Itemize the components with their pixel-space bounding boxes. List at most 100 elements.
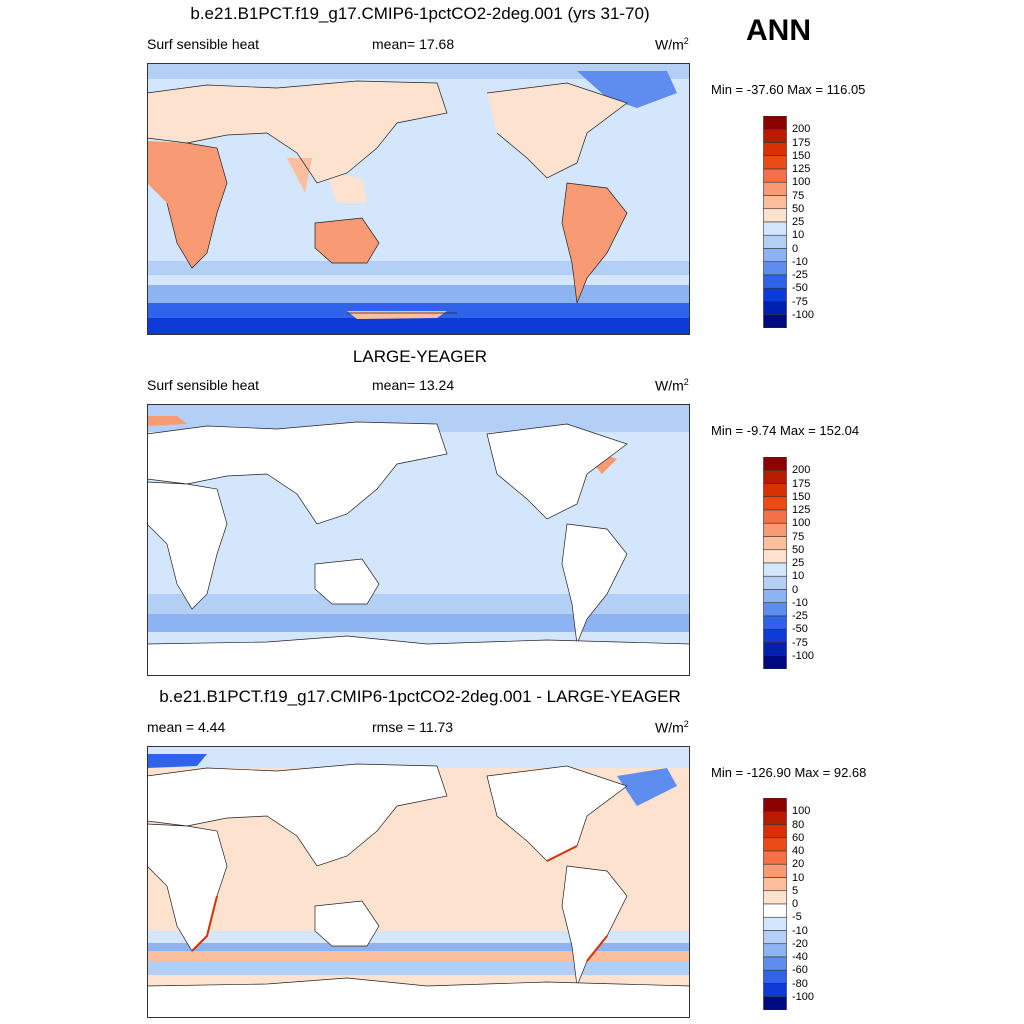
colorbar-box: [763, 562, 787, 577]
colorbar-tick-label: 150: [792, 490, 811, 503]
colorbar-box: [763, 837, 787, 852]
colorbar-box: [763, 314, 787, 329]
colorbar-box: [763, 589, 787, 604]
colorbar-box: [763, 863, 787, 878]
colorbar-tick-label: 40: [792, 845, 805, 857]
colorbar-tick-label: 25: [792, 557, 805, 569]
colorbar-box: [763, 181, 787, 196]
panel-2-minmax: Min = -9.74 Max = 152.04: [711, 423, 860, 438]
colorbar-tick-label: -50: [792, 623, 808, 636]
panel-1-units: W/m2: [655, 36, 689, 53]
panel-3-rmse-label: rmse = 11.73: [372, 719, 454, 735]
colorbar-tick-label: -75: [792, 636, 808, 649]
colorbar-box: [763, 287, 787, 302]
colorbar-box: [763, 930, 787, 945]
colorbar-box: [763, 496, 787, 511]
panel-1-mean-label: mean= 17.68: [372, 36, 455, 52]
colorbar-tick-label: -100: [792, 649, 815, 662]
panel-1-map: [147, 63, 690, 335]
colorbar-tick-label: 75: [792, 530, 805, 543]
colorbar-box: [763, 234, 787, 249]
colorbar-tick-label: -100: [792, 308, 815, 321]
colorbar-tick-label: 150: [792, 149, 811, 162]
colorbar-tick-label: -25: [792, 610, 808, 622]
colorbar-tick-label: -75: [792, 295, 808, 308]
colorbar-tick-label: 100: [792, 176, 811, 189]
colorbar-box: [763, 115, 787, 130]
panel-2-variable-label: Surf sensible heat: [147, 377, 260, 393]
colorbar-box: [763, 248, 787, 263]
panel-3-units: W/m2: [655, 719, 689, 736]
colorbar-tick-label: 50: [792, 202, 805, 215]
colorbar-box: [763, 168, 787, 183]
panel-2-mean-label: mean= 13.24: [372, 377, 455, 393]
colorbar-tick-label: 200: [792, 464, 811, 477]
colorbar-box: [763, 575, 787, 590]
panel-1-colorbar: [763, 115, 787, 329]
colorbar-tick-label: 10: [792, 871, 805, 884]
colorbar-box: [763, 221, 787, 236]
colorbar-tick-label: 5: [792, 884, 799, 897]
colorbar-box: [763, 642, 787, 657]
colorbar-box: [763, 469, 787, 484]
panel-3-minmax: Min = -126.90 Max = 92.68: [711, 765, 867, 780]
colorbar-box: [763, 195, 787, 210]
colorbar-box: [763, 850, 787, 865]
colorbar-tick-label: 0: [792, 242, 799, 255]
colorbar-box: [763, 824, 787, 839]
colorbar-tick-label: 50: [792, 543, 805, 556]
colorbar-tick-label: -5: [792, 911, 802, 924]
panel-1-title: b.e21.B1PCT.f19_g17.CMIP6-1pctCO2-2deg.0…: [190, 4, 650, 23]
colorbar-tick-label: 0: [792, 898, 799, 910]
colorbar-tick-label: 20: [792, 858, 805, 871]
colorbar-box: [763, 128, 787, 143]
colorbar-tick-label: 60: [792, 831, 805, 844]
colorbar-box: [763, 628, 787, 643]
colorbar-tick-label: -50: [792, 282, 808, 295]
colorbar-box: [763, 483, 787, 498]
colorbar-box: [763, 301, 787, 316]
panel-3-mean-label: mean = 4.44: [147, 719, 226, 735]
panel-3-title: b.e21.B1PCT.f19_g17.CMIP6-1pctCO2-2deg.0…: [159, 687, 681, 706]
colorbar-box: [763, 969, 787, 984]
colorbar-tick-label: 200: [792, 123, 811, 136]
colorbar-box: [763, 208, 787, 223]
colorbar-box: [763, 522, 787, 537]
panel-2-map: [147, 404, 690, 676]
colorbar-tick-label: 80: [792, 818, 805, 831]
colorbar-tick-label: 100: [792, 517, 811, 530]
colorbar-tick-label: 125: [792, 163, 811, 175]
colorbar-box: [763, 956, 787, 971]
panel-2-colorbar: [763, 456, 787, 670]
colorbar-tick-label: -80: [792, 977, 808, 990]
colorbar-box: [763, 602, 787, 617]
colorbar-box: [763, 549, 787, 564]
colorbar-box: [763, 142, 787, 157]
colorbar-tick-label: 0: [792, 583, 799, 596]
colorbar-tick-label: -10: [792, 596, 808, 609]
colorbar-tick-label: 175: [792, 136, 811, 149]
colorbar-tick-label: -40: [792, 951, 808, 963]
colorbar-tick-label: 125: [792, 504, 811, 516]
colorbar-tick-label: 100: [792, 805, 811, 818]
colorbar-box: [763, 655, 787, 670]
colorbar-box: [763, 810, 787, 825]
colorbar-box: [763, 890, 787, 905]
panel-1-variable-label: Surf sensible heat: [147, 36, 260, 52]
colorbar-tick-label: -10: [792, 924, 808, 937]
colorbar-tick-label: 175: [792, 477, 811, 490]
colorbar-box: [763, 155, 787, 170]
panel-3-map: [147, 746, 690, 1018]
colorbar-box: [763, 877, 787, 892]
panel-1-minmax: Min = -37.60 Max = 116.05: [711, 82, 866, 97]
colorbar-box: [763, 274, 787, 289]
colorbar-tick-label: -25: [792, 269, 808, 281]
colorbar-tick-label: 10: [792, 229, 805, 242]
colorbar-box: [763, 509, 787, 524]
colorbar-box: [763, 943, 787, 958]
colorbar-tick-label: -10: [792, 255, 808, 268]
colorbar-box: [763, 456, 787, 471]
colorbar-tick-label: -20: [792, 937, 808, 950]
panel-2-units: W/m2: [655, 377, 689, 394]
season-label: ANN: [746, 14, 811, 47]
